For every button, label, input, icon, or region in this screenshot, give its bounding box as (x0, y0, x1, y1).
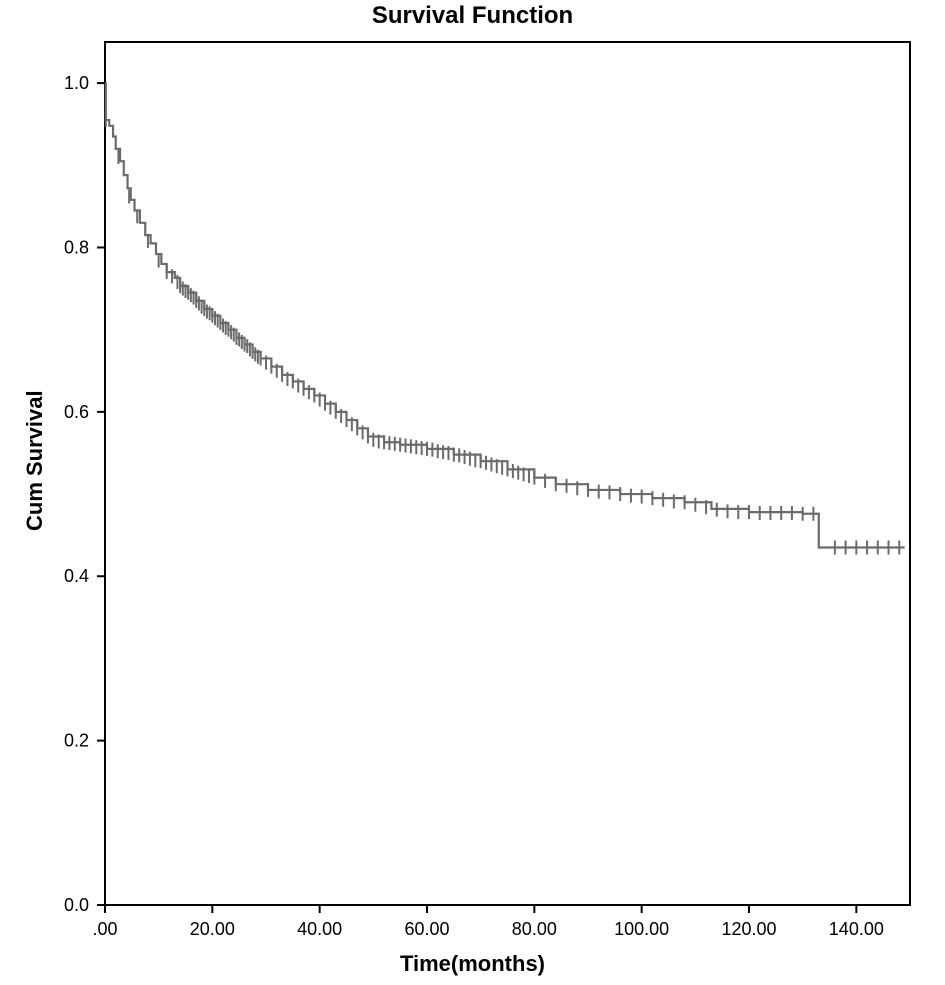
svg-text:0.0: 0.0 (64, 895, 89, 915)
svg-text:120.00: 120.00 (721, 919, 776, 939)
svg-text:0.6: 0.6 (64, 402, 89, 422)
svg-text:140.00: 140.00 (829, 919, 884, 939)
survival-curve (105, 83, 905, 547)
svg-text:40.00: 40.00 (297, 919, 342, 939)
svg-text:0.4: 0.4 (64, 566, 89, 586)
svg-text:20.00: 20.00 (190, 919, 235, 939)
svg-text:.00: .00 (92, 919, 117, 939)
chart-plot-area: .00 20.00 40.00 60.00 80.00 100.00 120.00 140.0… (0, 0, 945, 985)
survival-chart: Survival Function .0020.0040.0060.0080.0… (0, 0, 945, 985)
svg-text:0.2: 0.2 (64, 731, 89, 751)
y-axis-label: Cum Survival (22, 390, 48, 531)
svg-text:80.00: 80.00 (512, 919, 557, 939)
svg-text:60.00: 60.00 (404, 919, 449, 939)
svg-text:100.00: 100.00 (614, 919, 669, 939)
x-axis-label: Time(months) (0, 951, 945, 977)
svg-text:1.0: 1.0 (64, 73, 89, 93)
svg-text:0.8: 0.8 (64, 237, 89, 257)
